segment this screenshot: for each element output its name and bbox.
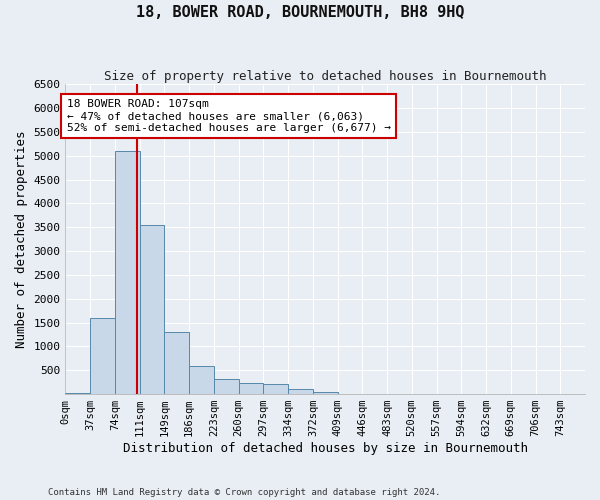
Y-axis label: Number of detached properties: Number of detached properties: [15, 130, 28, 348]
Text: 18 BOWER ROAD: 107sqm
← 47% of detached houses are smaller (6,063)
52% of semi-d: 18 BOWER ROAD: 107sqm ← 47% of detached …: [67, 100, 391, 132]
Bar: [164, 332, 189, 394]
Title: Size of property relative to detached houses in Bournemouth: Size of property relative to detached ho…: [104, 70, 547, 83]
Bar: [288, 390, 313, 394]
Bar: [140, 225, 164, 394]
Text: Contains HM Land Registry data © Crown copyright and database right 2024.: Contains HM Land Registry data © Crown c…: [48, 488, 440, 497]
Bar: [65, 392, 90, 394]
Bar: [189, 366, 214, 394]
Text: 18, BOWER ROAD, BOURNEMOUTH, BH8 9HQ: 18, BOWER ROAD, BOURNEMOUTH, BH8 9HQ: [136, 5, 464, 20]
Bar: [239, 383, 263, 394]
X-axis label: Distribution of detached houses by size in Bournemouth: Distribution of detached houses by size …: [123, 442, 528, 455]
Bar: [263, 384, 288, 394]
Bar: [90, 318, 115, 394]
Bar: [214, 380, 239, 394]
Bar: [313, 392, 338, 394]
Bar: [115, 151, 140, 394]
